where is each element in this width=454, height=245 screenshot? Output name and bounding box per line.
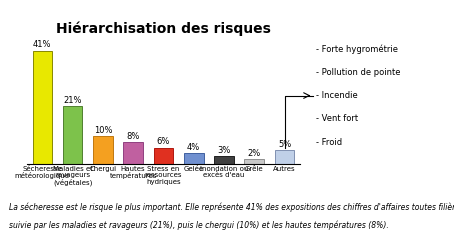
Title: Hiérarchisation des risques: Hiérarchisation des risques xyxy=(56,21,271,36)
Text: 6%: 6% xyxy=(157,137,170,147)
Text: - Froid: - Froid xyxy=(316,138,342,147)
Bar xyxy=(244,159,264,164)
Text: - Pollution de pointe: - Pollution de pointe xyxy=(316,68,400,77)
Bar xyxy=(93,136,113,164)
Text: 41%: 41% xyxy=(33,40,52,49)
Bar xyxy=(214,156,234,164)
Bar xyxy=(123,142,143,164)
Text: La sécheresse est le risque le plus important. Elle représente 41% des expositio: La sécheresse est le risque le plus impo… xyxy=(9,202,454,212)
Text: 10%: 10% xyxy=(94,126,112,135)
Bar xyxy=(275,150,294,164)
Text: 8%: 8% xyxy=(127,132,140,141)
Text: 4%: 4% xyxy=(187,143,200,152)
Text: suivie par les maladies et ravageurs (21%), puis le chergui (10%) et les hautes : suivie par les maladies et ravageurs (21… xyxy=(9,220,389,230)
Bar xyxy=(63,106,83,164)
Text: 2%: 2% xyxy=(247,148,261,158)
Text: 21%: 21% xyxy=(64,96,82,105)
Text: - Vent fort: - Vent fort xyxy=(316,114,358,123)
Bar xyxy=(33,51,52,164)
Bar xyxy=(153,147,173,164)
Bar xyxy=(184,153,203,164)
Text: 5%: 5% xyxy=(278,140,291,149)
Text: - Incendie: - Incendie xyxy=(316,91,357,100)
Text: 3%: 3% xyxy=(217,146,231,155)
Text: - Forte hygrométrie: - Forte hygrométrie xyxy=(316,44,398,54)
